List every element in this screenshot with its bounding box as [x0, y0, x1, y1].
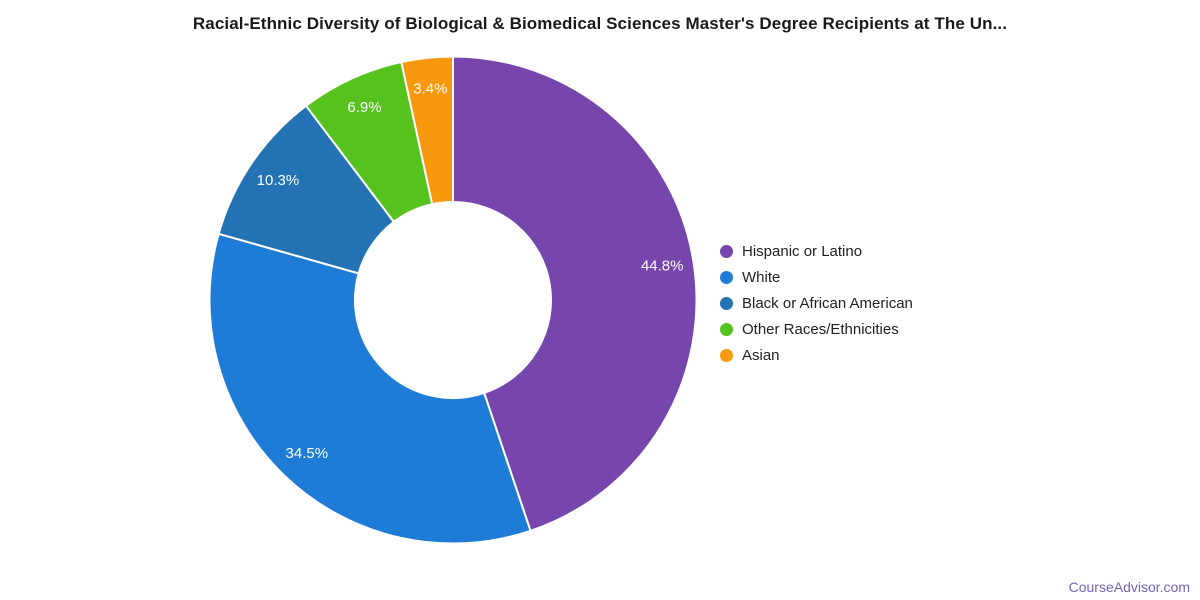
- pie-slice-2[interactable]: [217, 104, 395, 275]
- legend-item: Black or African American: [720, 290, 913, 316]
- legend-item: Other Races/Ethnicities: [720, 316, 913, 342]
- legend-label: Other Races/Ethnicities: [742, 320, 899, 338]
- slice-label: 34.5%: [286, 445, 329, 462]
- legend-dot-icon: [720, 296, 733, 310]
- legend-label: White: [742, 268, 781, 286]
- legend-label: Hispanic or Latino: [742, 242, 863, 260]
- legend-dot-icon: [720, 322, 733, 336]
- courseadvisor-link[interactable]: CourseAdvisor.com: [1068, 579, 1190, 595]
- slice-label: 3.4%: [413, 81, 447, 98]
- legend-label: Black or African American: [742, 294, 913, 312]
- pie-slice-1[interactable]: [208, 232, 532, 545]
- legend-dot-icon: [720, 348, 733, 362]
- legend-item: Hispanic or Latino: [720, 238, 913, 264]
- legend-label: Asian: [742, 346, 780, 364]
- legend-item: Asian: [720, 342, 913, 368]
- legend-dot-icon: [720, 270, 733, 284]
- slice-label: 10.3%: [257, 172, 300, 189]
- pie-slice-0[interactable]: [452, 55, 698, 532]
- legend: Hispanic or Latino White Black or African …: [720, 238, 913, 368]
- slice-label: 44.8%: [641, 257, 684, 274]
- pie-slice-4[interactable]: [400, 55, 454, 206]
- chart-title: Racial-Ethnic Diversity of Biological & …: [192, 14, 1008, 33]
- legend-item: White: [720, 264, 913, 290]
- slice-label: 6.9%: [347, 99, 381, 116]
- legend-dot-icon: [720, 244, 733, 258]
